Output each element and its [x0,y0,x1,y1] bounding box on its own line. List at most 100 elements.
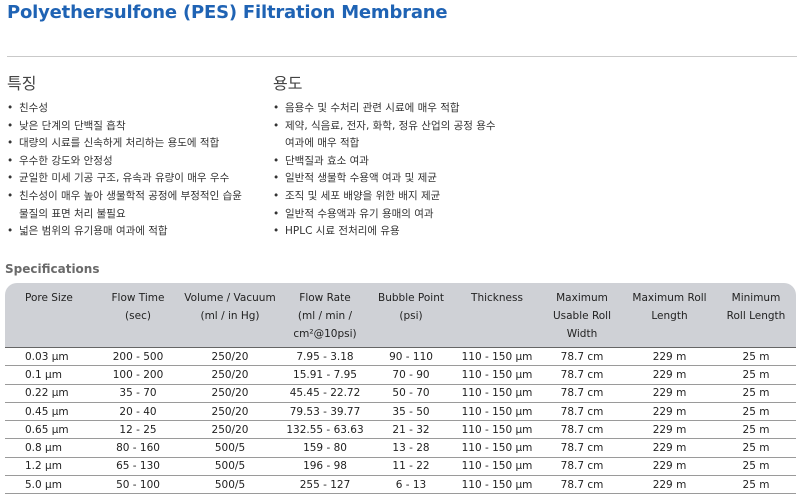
table-cell: 70 - 90 [369,365,453,385]
table-row: 5.0 µm 50 - 100 500/5 255 - 127 6 - 13 110 - … [5,475,796,494]
table-cell: 25 m [716,365,796,385]
table-cell: 25 m [716,475,796,494]
table-row: 1.2 µm 65 - 130 500/5 196 - 98 11 - 22 110 - … [5,457,796,477]
column-header-line: Bubble Point [378,292,444,304]
table-cell: 0.03 µm [5,346,97,367]
features-list-item: 대량의 시료를 신속하게 처리하는 용도에 적합 [7,135,269,153]
table-cell: 110 - 150 µm [453,384,541,403]
table-cell: 25 m [716,457,796,477]
table-cell: 1.2 µm [5,457,97,477]
table-cell: 11 - 22 [369,457,453,477]
table-cell: 15.91 - 7.95 [281,365,369,385]
column-header-line: Thickness [471,292,523,304]
table-cell: 229 m [623,384,716,403]
table-cell: 250/20 [179,402,281,422]
table-cell: 78.7 cm [541,420,623,440]
applications-list-item: HPLC 시료 전처리에 유용 [273,223,523,241]
table-cell: 500/5 [179,457,281,477]
column-header: Bubble Point (psi) [369,283,453,348]
column-header-line: Length [651,310,688,322]
table-cell: 6 - 13 [369,475,453,494]
column-header-line: (ml / min / [297,310,353,322]
features-list-item: 친수성 [7,100,269,118]
applications-list-item: 일반적 수용액과 유기 용매의 여과 [273,206,523,224]
table-cell: 250/20 [179,365,281,385]
table-cell: 110 - 150 µm [453,457,541,477]
table-cell: 0.1 µm [5,365,97,385]
table-cell: 110 - 150 µm [453,346,541,367]
applications-list-item: 음용수 및 수처리 관련 시료에 매우 적합 [273,100,523,118]
applications-list-item: 제약, 식음료, 전자, 화학, 정유 산업의 공정 용수 [273,118,523,136]
column-header: Maximum Usable Roll Width [541,283,623,348]
column-header-line: Flow Time [111,292,165,304]
table-cell: 229 m [623,402,716,422]
table-cell: 229 m [623,420,716,440]
table-cell: 110 - 150 µm [453,438,541,458]
applications-list-item: 조직 및 세포 배양을 위한 배지 제균 [273,188,523,206]
table-cell: 79.53 - 39.77 [281,402,369,422]
features-list-item: 넓은 범위의 유기용매 여과에 적합 [7,223,269,241]
table-cell: 0.22 µm [5,384,97,403]
features-section: 특징 친수성낮은 단계의 단백질 흡착대량의 시료를 신속하게 처리하는 용도에… [7,70,269,241]
features-list-item: 친수성이 매우 높아 생물학적 공정에 부정적인 습윤 [7,188,269,206]
title-divider [7,56,797,57]
table-cell: 25 m [716,384,796,403]
features-heading: 특징 [7,74,37,93]
table-cell: 229 m [623,475,716,494]
table-cell: 78.7 cm [541,365,623,385]
table-cell: 100 - 200 [97,365,179,385]
column-header-line: Roll Length [726,310,786,322]
applications-list-item: 일반적 생물학 수용액 여과 및 제균 [273,170,523,188]
table-cell: 65 - 130 [97,457,179,477]
table-cell: 21 - 32 [369,420,453,440]
table-cell: 25 m [716,402,796,422]
column-header-line: cm²@10psi) [293,328,357,340]
column-header-line: (ml / in Hg) [200,310,260,322]
table-cell: 0.65 µm [5,420,97,440]
table-cell: 229 m [623,346,716,367]
column-header: Flow Rate (ml / min / cm²@10psi) [281,283,369,348]
column-header: Flow Time (sec) [97,283,179,348]
column-header-line: Usable Roll [552,310,612,322]
specifications-table-container: Pore Size Flow Time (sec) Volume / Vacuum (m… [5,283,796,494]
table-cell: 110 - 150 µm [453,420,541,440]
table-cell: 25 m [716,438,796,458]
applications-section: 용도 음용수 및 수처리 관련 시료에 매우 적합제약, 식음료, 전자, 화학… [273,70,523,241]
column-header-line: Pore Size [25,292,73,304]
table-cell: 0.8 µm [5,438,97,458]
table-cell: 229 m [623,438,716,458]
table-header-row: Pore Size Flow Time (sec) Volume / Vacuum (m… [5,283,796,348]
column-header: Volume / Vacuum (ml / in Hg) [179,283,281,348]
table-cell: 500/5 [179,475,281,494]
applications-list-item: 단백질과 효소 여과 [273,153,523,171]
table-cell: 13 - 28 [369,438,453,458]
table-cell: 35 - 70 [97,384,179,403]
table-cell: 110 - 150 µm [453,365,541,385]
table-cell: 78.7 cm [541,384,623,403]
table-cell: 255 - 127 [281,475,369,494]
table-row: 0.22 µm 35 - 70 250/20 45.45 - 22.72 50 - 70… [5,384,796,403]
specifications-heading: Specifications [5,262,100,276]
features-list-item: 우수한 강도와 안정성 [7,153,269,171]
column-header-line: Volume / Vacuum [184,292,276,304]
features-list-item: 낮은 단계의 단백질 흡착 [7,118,269,136]
table-cell: 50 - 70 [369,384,453,403]
applications-list-item: 여과에 매우 적합 [285,137,360,150]
table-cell: 229 m [623,365,716,385]
table-cell: 45.45 - 22.72 [281,384,369,403]
table-cell: 229 m [623,457,716,477]
table-cell: 78.7 cm [541,346,623,367]
column-header-line: Maximum Roll [632,292,707,304]
table-cell: 250/20 [179,420,281,440]
table-cell: 250/20 [179,384,281,403]
table-cell: 78.7 cm [541,402,623,422]
column-header-line: (sec) [125,310,151,322]
table-cell: 12 - 25 [97,420,179,440]
table-cell: 5.0 µm [5,475,97,494]
column-header: Maximum Roll Length [623,283,716,348]
column-header-line: (psi) [399,310,423,322]
features-list-item: 물질의 표면 처리 불필요 [19,207,126,220]
table-cell: 78.7 cm [541,438,623,458]
table-cell: 20 - 40 [97,402,179,422]
specifications-table: Pore Size Flow Time (sec) Volume / Vacuum (m… [5,283,796,494]
